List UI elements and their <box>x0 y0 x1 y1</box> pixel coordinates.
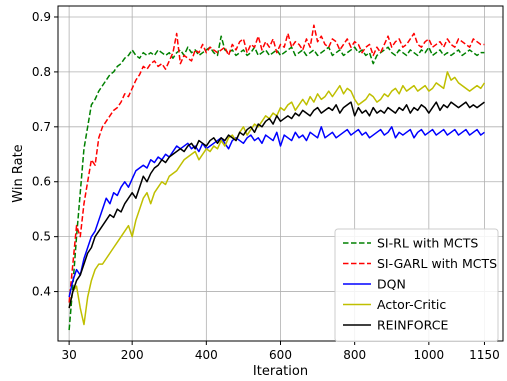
axis-ticks: 30 200 400 600 800 1000 1150 0.4 0.5 0.6 0.7 0.8 0.9 <box>32 10 500 362</box>
series-line-dqn <box>68 126 485 298</box>
y-tick-label: 0.5 <box>32 230 51 244</box>
legend-box <box>334 228 499 342</box>
series-line-si-garl-with-mcts <box>68 24 485 303</box>
legend-label: Actor-Critic <box>377 297 446 312</box>
x-axis-label: Iteration <box>253 364 308 376</box>
y-axis-label: Win Rate <box>11 144 26 202</box>
legend-label: SI-GARL with MCTS <box>377 256 497 271</box>
y-tick-label: 0.4 <box>32 285 51 299</box>
y-tick-label: 0.9 <box>32 10 51 24</box>
legend: SI-RL with MCTS SI-GARL with MCTS DQN Actor… <box>334 228 499 342</box>
y-tick-label: 0.6 <box>32 175 51 189</box>
x-tick-label: 1000 <box>414 348 445 362</box>
x-tick-label: 600 <box>269 348 292 362</box>
legend-label: DQN <box>377 277 406 292</box>
series-line-si-rl-with-mcts <box>68 35 485 331</box>
legend-label: SI-RL with MCTS <box>377 236 478 251</box>
series-line-reinforce <box>68 101 485 309</box>
series-layer <box>68 24 486 331</box>
x-tick-label: 400 <box>195 348 218 362</box>
y-tick-label: 0.8 <box>32 65 51 79</box>
legend-label: REINFORCE <box>377 318 448 333</box>
x-tick-label: 800 <box>343 348 366 362</box>
x-tick-label: 30 <box>61 348 76 362</box>
legend-items: SI-RL with MCTS SI-GARL with MCTS DQN Actor… <box>343 236 497 333</box>
y-tick-label: 0.7 <box>32 120 51 134</box>
x-tick-label: 200 <box>121 348 144 362</box>
x-tick-label: 1150 <box>469 348 500 362</box>
